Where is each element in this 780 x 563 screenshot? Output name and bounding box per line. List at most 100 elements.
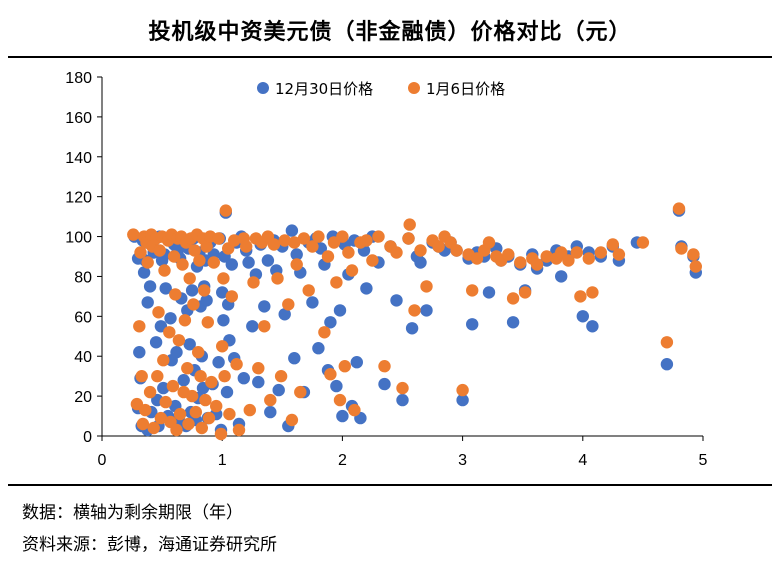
legend-label: 12月30日价格	[275, 80, 373, 98]
data-point	[147, 421, 160, 435]
data-point	[159, 282, 172, 295]
data-point	[350, 356, 363, 369]
data-point	[518, 286, 532, 299]
data-point	[570, 246, 583, 259]
data-point	[228, 234, 241, 247]
data-point	[403, 218, 416, 231]
data-point	[562, 254, 575, 267]
data-point	[330, 379, 343, 393]
data-point	[185, 389, 199, 403]
y-tick-label: 180	[65, 70, 92, 87]
data-point	[420, 304, 433, 317]
data-point	[149, 336, 163, 349]
data-point	[267, 238, 281, 251]
data-point	[514, 256, 527, 269]
data-point	[247, 276, 260, 289]
data-point	[137, 266, 151, 279]
data-point	[675, 242, 688, 255]
y-tick-label: 20	[74, 389, 92, 406]
data-point	[306, 240, 319, 253]
title-divider	[8, 56, 772, 58]
data-point	[212, 232, 225, 245]
data-point	[136, 417, 150, 431]
legend-marker	[257, 82, 269, 94]
data-point	[177, 374, 190, 387]
x-tick-label: 4	[578, 452, 587, 469]
data-point	[414, 256, 427, 269]
data-point	[157, 381, 170, 395]
y-tick-label: 140	[65, 150, 92, 167]
data-point	[178, 314, 192, 327]
data-point	[207, 256, 220, 269]
data-point	[194, 370, 207, 383]
data-point	[143, 280, 157, 293]
data-point	[574, 290, 587, 303]
data-point	[202, 411, 216, 425]
data-point	[183, 272, 196, 285]
y-tick-label: 60	[74, 309, 92, 326]
data-point	[348, 403, 361, 417]
data-point	[201, 316, 214, 329]
data-point	[342, 246, 355, 259]
data-point	[212, 356, 225, 369]
data-point	[466, 284, 479, 297]
data-point	[200, 240, 213, 253]
data-point	[336, 409, 349, 423]
y-tick-label: 0	[83, 429, 92, 446]
data-point	[324, 316, 337, 329]
x-tick-label: 3	[458, 452, 467, 469]
data-point	[261, 254, 275, 267]
y-tick-label: 100	[65, 230, 92, 247]
data-point	[176, 258, 189, 271]
y-tick-label: 120	[65, 190, 92, 207]
data-point	[636, 236, 650, 249]
data-point	[555, 246, 568, 259]
data-point	[271, 272, 284, 285]
data-point	[306, 296, 319, 309]
data-point	[166, 379, 180, 393]
data-point	[482, 286, 496, 299]
data-point	[288, 352, 301, 365]
data-point	[141, 296, 154, 309]
data-point	[312, 342, 325, 355]
data-point	[240, 240, 253, 253]
footer-divider	[8, 484, 772, 486]
data-point	[330, 276, 343, 289]
data-point	[237, 372, 250, 385]
data-point	[612, 248, 626, 261]
page-title: 投机级中资美元债（非金融债）价格对比（元）	[148, 20, 632, 45]
data-point	[312, 230, 325, 243]
data-point	[586, 286, 599, 299]
data-point	[167, 250, 181, 263]
data-point	[133, 320, 146, 333]
data-point	[285, 224, 299, 237]
data-point	[285, 413, 299, 427]
data-point	[152, 306, 165, 319]
data-point	[252, 375, 265, 389]
data-point	[288, 236, 301, 249]
data-point	[242, 256, 255, 269]
data-point	[225, 258, 238, 271]
data-point	[345, 264, 359, 277]
data-point	[402, 232, 415, 245]
data-point	[272, 383, 285, 397]
data-point	[456, 393, 469, 407]
data-point	[216, 286, 229, 299]
series-1-points	[127, 202, 702, 441]
data-point	[232, 423, 246, 437]
data-point	[153, 244, 166, 257]
data-point	[141, 256, 154, 269]
data-point	[185, 284, 199, 297]
data-point	[297, 232, 311, 245]
data-point	[278, 308, 291, 321]
data-point	[555, 270, 568, 283]
data-point	[225, 290, 238, 303]
data-point	[408, 304, 421, 317]
data-point	[360, 234, 373, 247]
data-point	[660, 358, 674, 371]
data-point	[324, 368, 337, 381]
data-point	[135, 370, 148, 383]
data-point	[594, 246, 607, 259]
data-point	[586, 320, 599, 333]
data-point	[158, 264, 171, 277]
